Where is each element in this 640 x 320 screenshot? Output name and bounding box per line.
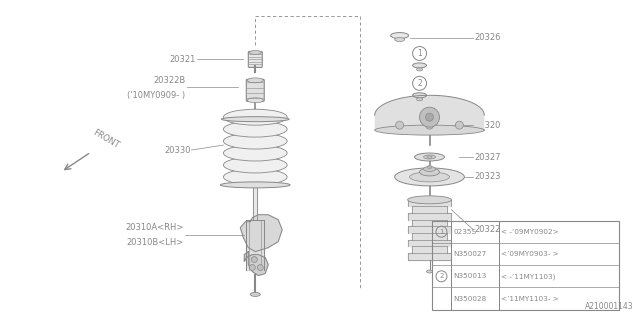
Text: 1: 1 [439, 229, 444, 235]
Polygon shape [408, 226, 451, 233]
Text: A210001143: A210001143 [585, 302, 634, 311]
Text: N350013: N350013 [453, 273, 486, 279]
Polygon shape [412, 233, 447, 240]
Ellipse shape [427, 156, 432, 158]
Circle shape [250, 265, 255, 270]
Circle shape [396, 121, 404, 129]
Polygon shape [408, 213, 451, 220]
Text: 20327: 20327 [474, 153, 501, 162]
Text: 20320: 20320 [474, 121, 500, 130]
Text: 2: 2 [439, 273, 444, 279]
Text: 1: 1 [417, 49, 422, 58]
Text: 20310A<RH>: 20310A<RH> [125, 223, 184, 232]
Circle shape [456, 121, 463, 129]
Text: 20330: 20330 [164, 146, 191, 155]
Ellipse shape [420, 168, 440, 176]
Ellipse shape [223, 169, 287, 185]
Polygon shape [253, 188, 257, 220]
Text: < -’11MY1103): < -’11MY1103) [501, 273, 556, 280]
Polygon shape [412, 246, 447, 253]
Ellipse shape [390, 33, 408, 38]
Ellipse shape [223, 145, 287, 161]
Text: 20323: 20323 [474, 172, 501, 181]
Circle shape [426, 121, 433, 129]
Ellipse shape [223, 157, 287, 173]
Polygon shape [408, 240, 451, 246]
Text: N350027: N350027 [453, 251, 486, 257]
Text: 20326: 20326 [474, 33, 501, 42]
Text: ('10MY0909- ): ('10MY0909- ) [127, 91, 186, 100]
Ellipse shape [413, 63, 426, 68]
Ellipse shape [375, 125, 484, 135]
FancyBboxPatch shape [246, 79, 264, 101]
Polygon shape [246, 220, 264, 269]
Ellipse shape [395, 37, 404, 42]
Ellipse shape [395, 168, 465, 186]
Text: <’11MY1103- >: <’11MY1103- > [501, 296, 559, 301]
Polygon shape [412, 206, 447, 213]
Text: 20322: 20322 [474, 225, 500, 234]
Bar [431, 220, 620, 310]
Polygon shape [241, 215, 282, 252]
Polygon shape [408, 253, 451, 260]
Circle shape [420, 107, 440, 127]
Ellipse shape [250, 51, 261, 54]
Ellipse shape [223, 109, 287, 125]
Ellipse shape [223, 121, 287, 137]
Text: 0235S: 0235S [453, 229, 477, 235]
Ellipse shape [413, 93, 426, 98]
Ellipse shape [408, 196, 451, 204]
Polygon shape [412, 220, 447, 226]
Ellipse shape [417, 98, 422, 101]
Text: 20310B<LH>: 20310B<LH> [126, 238, 184, 247]
Text: FRONT: FRONT [91, 128, 120, 150]
Ellipse shape [415, 153, 444, 161]
Ellipse shape [221, 117, 289, 122]
Text: N350028: N350028 [453, 296, 486, 301]
Ellipse shape [223, 133, 287, 149]
Polygon shape [244, 252, 268, 276]
Text: 2: 2 [417, 79, 422, 88]
Ellipse shape [426, 270, 433, 273]
Ellipse shape [410, 172, 449, 182]
Ellipse shape [424, 166, 435, 172]
Ellipse shape [247, 78, 263, 83]
Text: 20321: 20321 [169, 55, 196, 64]
FancyBboxPatch shape [248, 52, 262, 68]
Text: 20322B: 20322B [154, 76, 186, 85]
Circle shape [426, 113, 433, 121]
Ellipse shape [424, 155, 435, 159]
Circle shape [257, 265, 263, 270]
Ellipse shape [247, 98, 263, 103]
Text: < -’09MY0902>: < -’09MY0902> [501, 229, 559, 235]
Ellipse shape [417, 68, 422, 71]
Ellipse shape [427, 165, 432, 168]
Text: <’09MY0903- >: <’09MY0903- > [501, 251, 559, 257]
Ellipse shape [250, 292, 260, 296]
Ellipse shape [220, 182, 290, 188]
Circle shape [252, 257, 257, 262]
Polygon shape [408, 200, 451, 206]
